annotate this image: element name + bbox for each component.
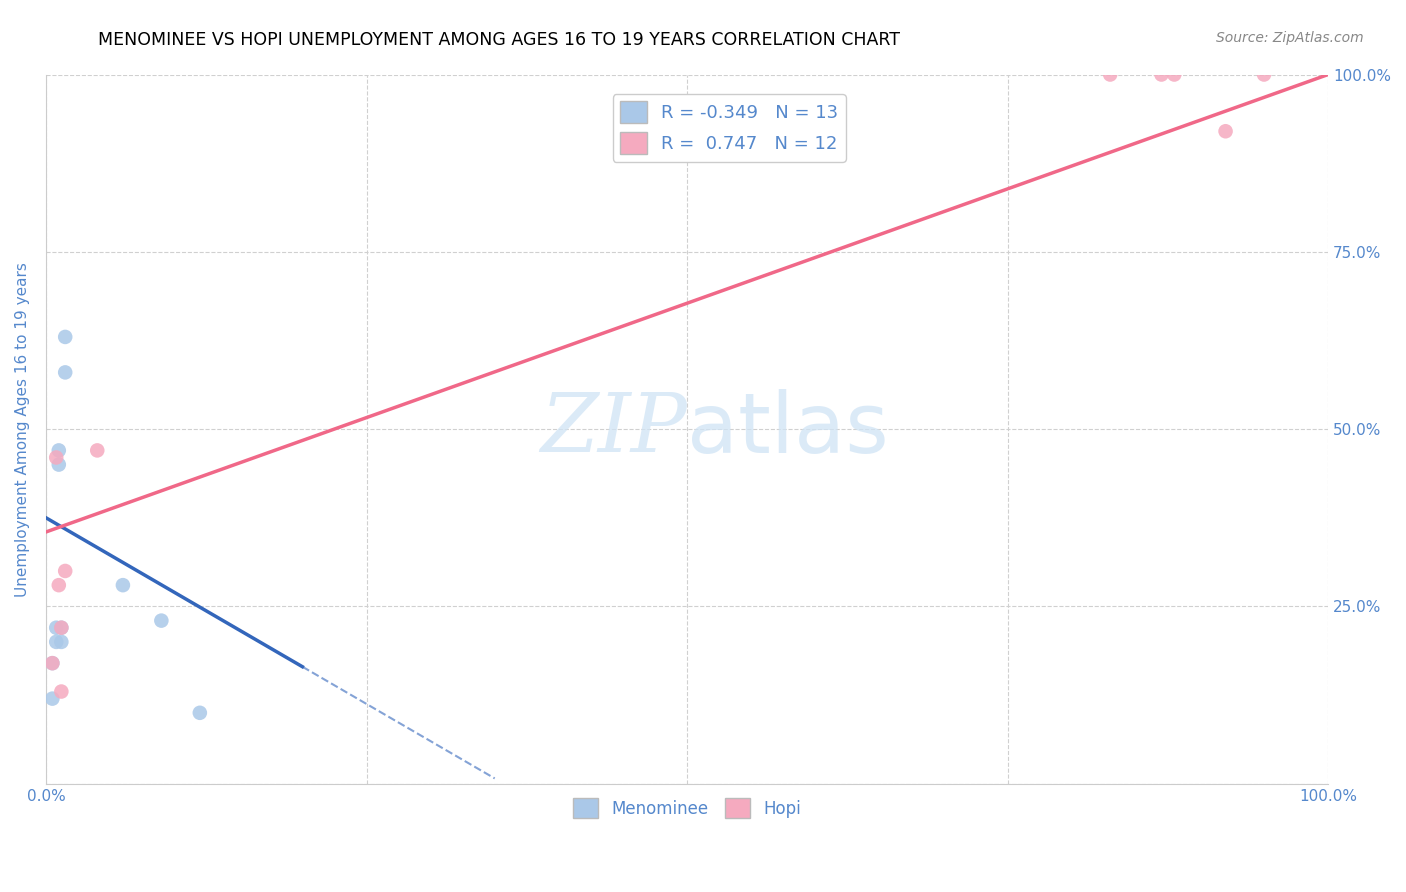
Point [45,635,67,649]
Point [1150,68,1173,82]
Point [51,621,73,635]
Point [150,614,173,628]
Point [86,443,108,458]
Point [41,656,63,670]
Point [51,635,73,649]
Point [48,578,70,592]
Point [1163,68,1185,82]
Point [1253,68,1275,82]
Text: Source: ZipAtlas.com: Source: ZipAtlas.com [1216,31,1364,45]
Point [41,656,63,670]
Text: MENOMINEE VS HOPI UNEMPLOYMENT AMONG AGES 16 TO 19 YEARS CORRELATION CHART: MENOMINEE VS HOPI UNEMPLOYMENT AMONG AGE… [98,31,900,49]
Point [1215,124,1237,138]
Point [51,621,73,635]
Point [188,706,211,720]
Point [41,691,63,706]
Point [45,621,67,635]
Legend: Menominee, Hopi: Menominee, Hopi [567,791,808,825]
Point [48,443,70,458]
Text: ZIP: ZIP [540,389,688,469]
Point [1099,68,1122,82]
Point [53,330,76,344]
Point [45,450,67,465]
Y-axis label: Unemployment Among Ages 16 to 19 years: Unemployment Among Ages 16 to 19 years [15,261,30,597]
Point [53,564,76,578]
Point [51,684,73,698]
Text: atlas: atlas [688,389,889,469]
Point [111,578,134,592]
Point [53,365,76,379]
Point [48,458,70,472]
